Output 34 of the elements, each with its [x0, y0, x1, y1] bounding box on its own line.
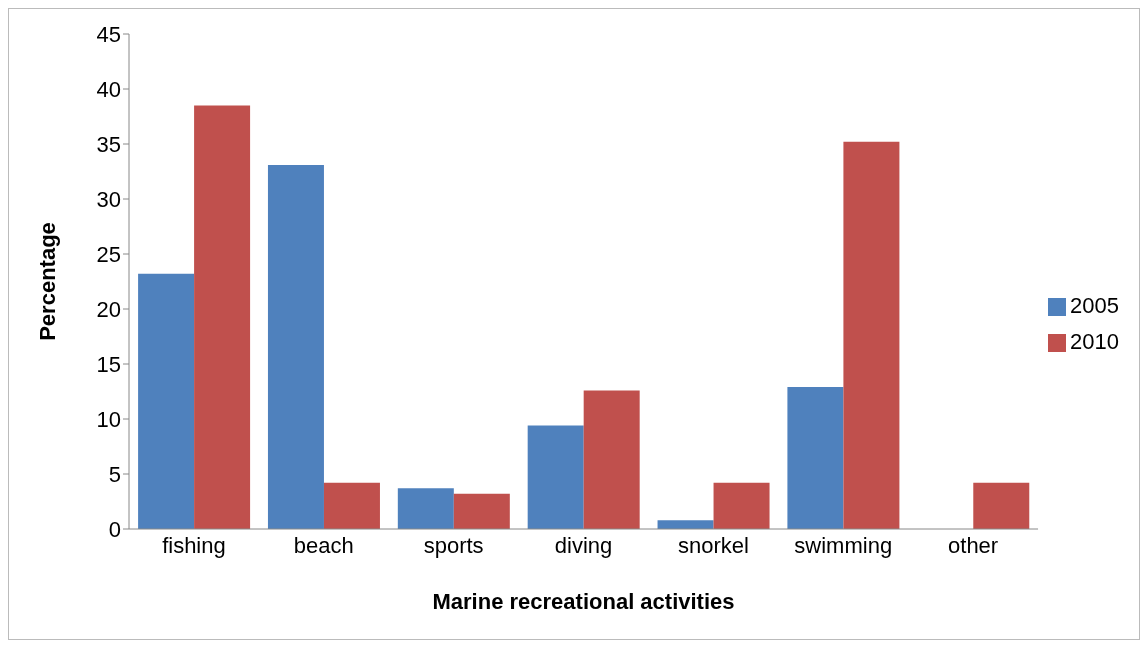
bar — [787, 387, 844, 529]
bar — [323, 482, 380, 529]
y-tick-label: 15 — [96, 351, 121, 377]
y-tick-label: 0 — [108, 516, 121, 542]
x-tick-label: other — [948, 532, 999, 558]
x-tick-label: diving — [554, 532, 613, 558]
bar — [397, 488, 454, 529]
bar — [527, 425, 584, 529]
legend-label: 2010 — [1070, 329, 1119, 354]
x-axis-title: Marine recreational activities — [432, 589, 735, 614]
x-tick-label: sports — [423, 532, 484, 558]
y-tick-label: 35 — [96, 131, 121, 157]
bar — [713, 482, 770, 529]
bar — [843, 141, 900, 529]
y-tick-label: 25 — [96, 241, 121, 267]
x-tick-label: beach — [293, 532, 354, 558]
x-tick-label: fishing — [162, 532, 226, 558]
bar — [657, 520, 714, 529]
bar — [138, 273, 195, 529]
y-tick-label: 10 — [96, 406, 121, 432]
bar — [194, 105, 251, 529]
bar — [453, 493, 510, 529]
bar — [973, 482, 1030, 529]
y-tick-label: 45 — [96, 21, 121, 47]
x-tick-label: swimming — [794, 532, 893, 558]
bar — [583, 390, 640, 529]
y-tick-label: 5 — [108, 461, 121, 487]
y-tick-label: 40 — [96, 76, 121, 102]
y-tick-label: 30 — [96, 186, 121, 212]
x-tick-label: snorkel — [677, 532, 749, 558]
y-tick-label: 20 — [96, 296, 121, 322]
legend-label: 2005 — [1070, 293, 1119, 318]
bar — [267, 164, 324, 529]
y-axis-title: Percentage — [34, 222, 60, 341]
